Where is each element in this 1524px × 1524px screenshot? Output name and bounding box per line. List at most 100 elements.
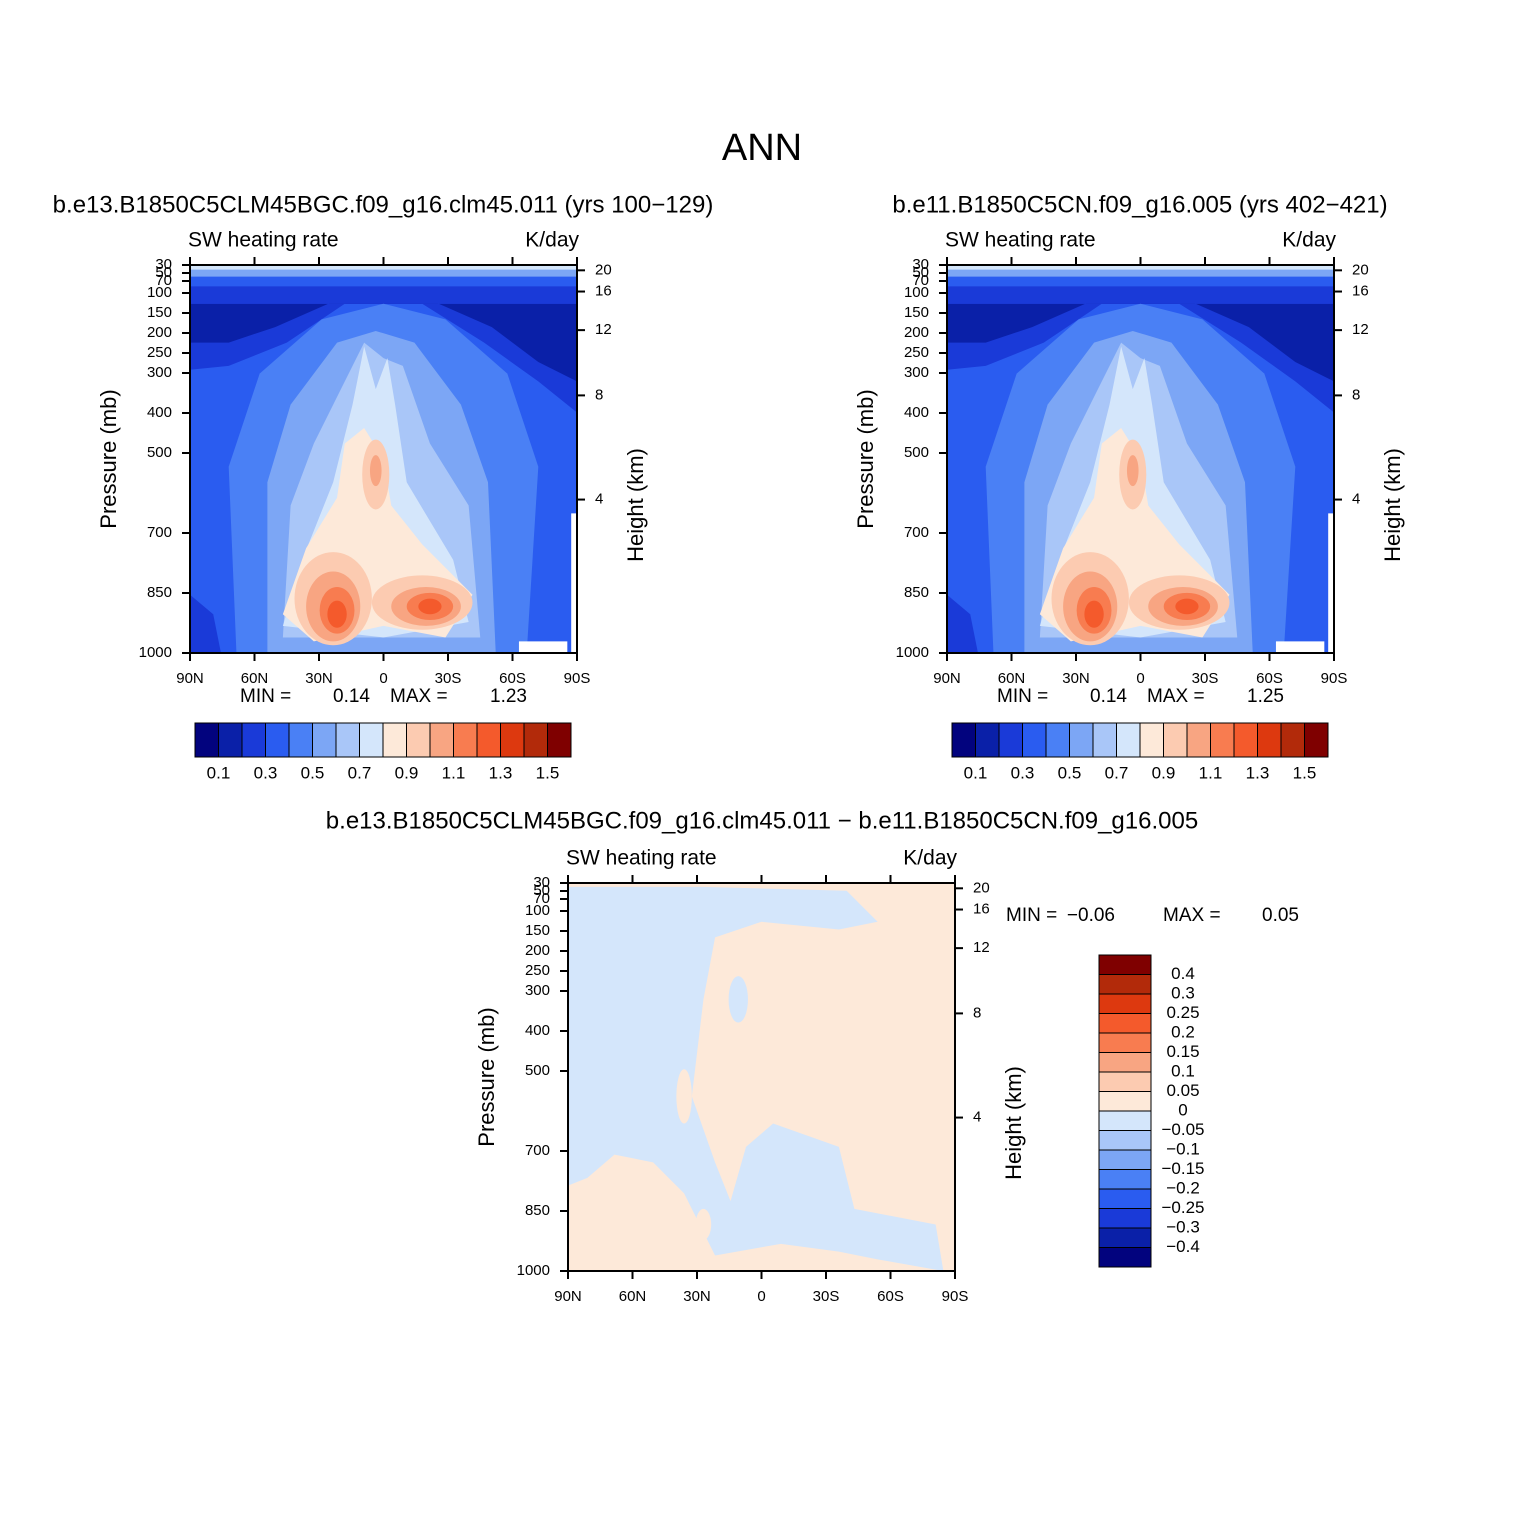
y-tick-label: 1000: [517, 1262, 550, 1279]
y-tick-label: 70: [912, 272, 929, 289]
colorbar-box: [1045, 722, 1070, 758]
y-tick-label: 500: [147, 444, 172, 461]
contour-fill: [190, 268, 577, 277]
colorbar-label: 1.3: [489, 763, 513, 782]
colorbar-label: 0.5: [1058, 763, 1082, 782]
x-tick-label: 0: [757, 1288, 765, 1305]
y-tick-label: 100: [147, 284, 172, 301]
contour-fill: [327, 600, 347, 628]
contour-field: [947, 265, 1334, 653]
x-tick-label: 0: [1136, 670, 1144, 687]
y2-tick-label: 12: [595, 321, 612, 338]
colorbar-box: [1098, 1227, 1152, 1248]
contour-fill: [571, 513, 577, 653]
colorbar-label: −0.4: [1166, 1237, 1200, 1256]
colorbar-box: [1098, 954, 1152, 975]
x-tick-label: 0: [379, 670, 387, 687]
colorbar-box: [1098, 974, 1152, 995]
colorbar-label: −0.2: [1166, 1178, 1200, 1197]
contour-fill: [947, 594, 978, 653]
contour-fill: [728, 976, 748, 1023]
y2-tick-label: 8: [1352, 386, 1360, 403]
left-label: SW heating rate: [566, 847, 717, 870]
colorbar-box: [1139, 722, 1164, 758]
y2-tick-label: 12: [1352, 321, 1369, 338]
colorbar-box: [241, 722, 266, 758]
colorbar-label: 0.1: [964, 763, 988, 782]
colorbar-box: [1022, 722, 1047, 758]
y-tick-label: 850: [147, 584, 172, 601]
y-tick-label: 300: [904, 364, 929, 381]
y2-tick-label: 20: [1352, 261, 1369, 278]
y-tick-label: 300: [147, 364, 172, 381]
y-tick-label: 200: [904, 324, 929, 341]
contour-fill: [369, 455, 382, 487]
colorbar-label: 0.7: [348, 763, 372, 782]
x-tick-label: 60N: [998, 670, 1026, 687]
contour-fill: [568, 886, 944, 1271]
colorbar-label: −0.1: [1166, 1139, 1200, 1158]
x-tick-label: 60S: [877, 1288, 904, 1305]
colorbar-box: [312, 722, 337, 758]
colorbar-box: [1098, 993, 1152, 1014]
colorbar-box: [951, 722, 976, 758]
max-label: MAX =: [390, 686, 448, 707]
colorbar-box: [998, 722, 1023, 758]
x-tick-label: 90S: [1321, 670, 1348, 687]
x-tick-label: 90S: [564, 670, 591, 687]
figure-title: ANN: [722, 127, 802, 169]
y2-axis-label: Height (km): [623, 448, 648, 562]
colorbar-box: [500, 722, 525, 758]
colorbar-box: [429, 722, 454, 758]
y2-tick-label: 12: [973, 939, 990, 956]
contour-fill: [190, 274, 577, 287]
colorbar-label: −0.15: [1161, 1159, 1204, 1178]
contour-fill: [518, 641, 568, 653]
max-label: MAX =: [1163, 905, 1221, 926]
colorbar-box: [1098, 1110, 1152, 1131]
colorbar-box: [1098, 1052, 1152, 1073]
y2-axis-label: Height (km): [1001, 1066, 1026, 1180]
colorbar-box: [1098, 1188, 1152, 1209]
colorbar-box: [265, 722, 290, 758]
y-tick-label: 30: [155, 256, 172, 273]
y-tick-label: 700: [147, 524, 172, 541]
y2-tick-label: 4: [1352, 491, 1360, 508]
colorbar-box: [1098, 1013, 1152, 1034]
colorbar-box: [1069, 722, 1094, 758]
colorbar-box: [1304, 722, 1329, 758]
y-tick-label: 700: [904, 524, 929, 541]
colorbar-box: [288, 722, 313, 758]
contour-fill: [695, 1208, 712, 1240]
colorbar-box: [1098, 1208, 1152, 1229]
colorbar-box: [547, 722, 572, 758]
colorbar-box: [1098, 1130, 1152, 1151]
contour-fill: [1175, 598, 1199, 615]
colorbar-label: 1.5: [536, 763, 560, 782]
x-tick-label: 90N: [554, 1288, 582, 1305]
y-tick-label: 150: [147, 304, 172, 321]
colorbar-label: −0.25: [1161, 1198, 1204, 1217]
x-tick-label: 90N: [933, 670, 961, 687]
contour-fill: [1275, 641, 1325, 653]
min-label: MIN =: [240, 686, 291, 707]
colorbar-box: [194, 722, 219, 758]
colorbar-label: 0.3: [254, 763, 278, 782]
y-tick-label: 150: [904, 304, 929, 321]
right-label: K/day: [525, 229, 579, 252]
min-value: 0.14: [1090, 686, 1127, 707]
y2-axis-label: Height (km): [1380, 448, 1405, 562]
contour-fill: [190, 594, 221, 653]
left-label: SW heating rate: [945, 229, 1096, 252]
y2-tick-label: 4: [595, 491, 603, 508]
y-tick-label: 400: [147, 404, 172, 421]
y-tick-label: 500: [904, 444, 929, 461]
colorbar-box: [382, 722, 407, 758]
y2-tick-label: 16: [973, 900, 990, 917]
colorbar-box: [1163, 722, 1188, 758]
x-tick-label: 30N: [305, 670, 333, 687]
y-axis-label: Pressure (mb): [474, 1007, 499, 1146]
x-tick-label: 30S: [435, 670, 462, 687]
contour-fill: [947, 288, 1334, 382]
contour-fill: [676, 1069, 692, 1124]
